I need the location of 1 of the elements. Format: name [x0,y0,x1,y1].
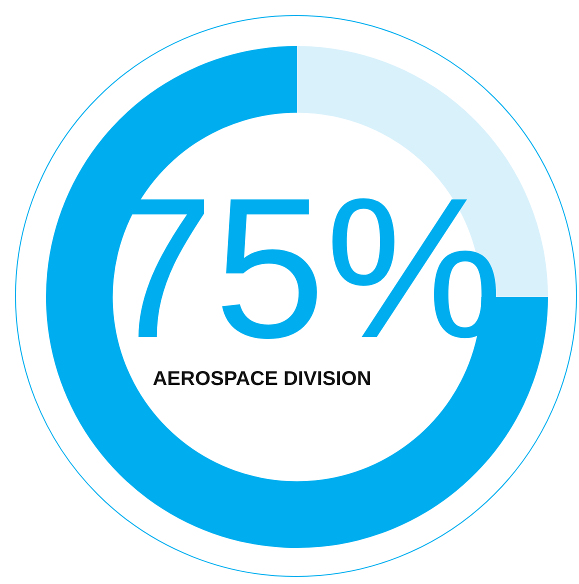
text: AEROSPACE DIVISION [152,368,372,390]
